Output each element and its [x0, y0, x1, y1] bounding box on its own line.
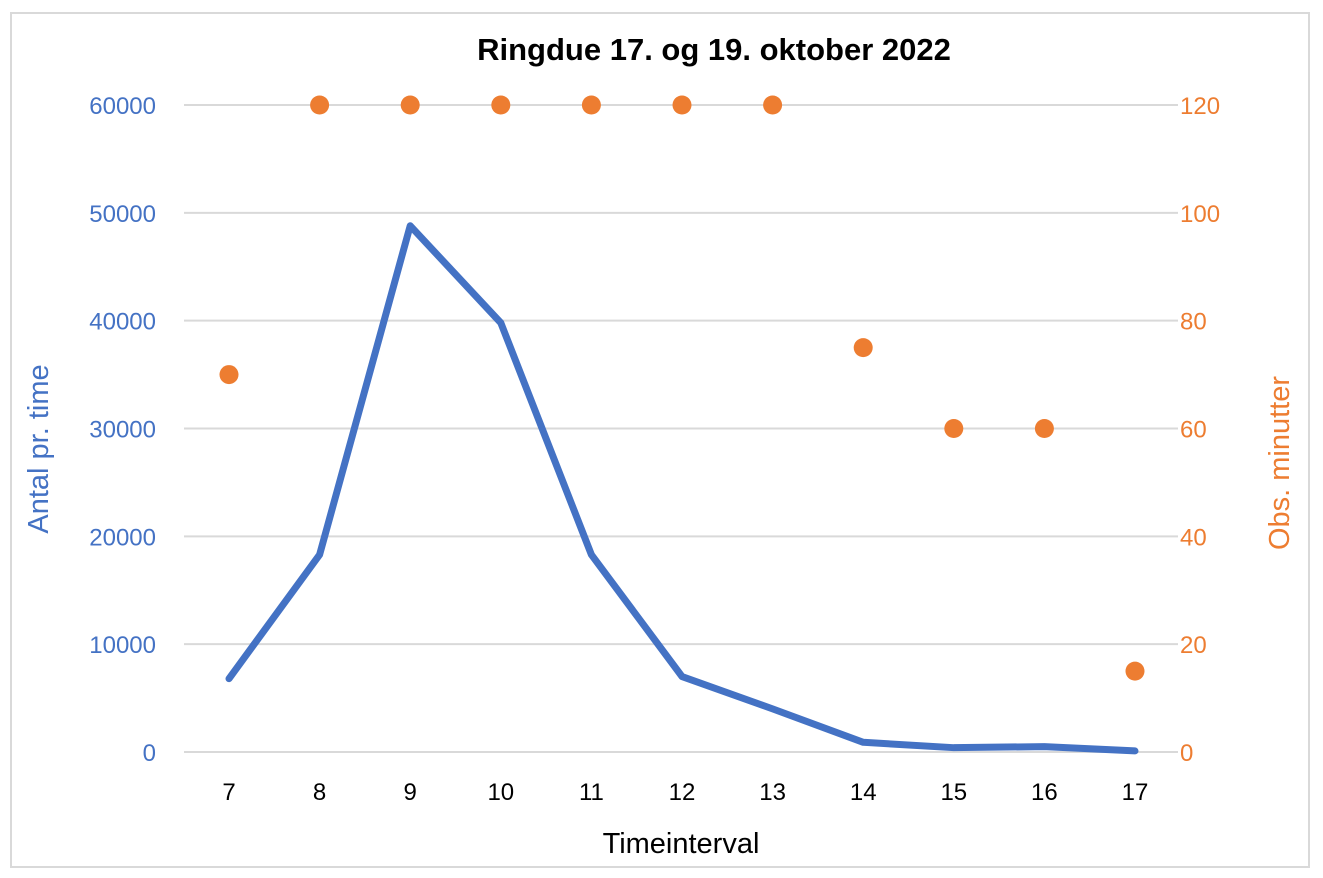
x-tick-label: 14	[850, 779, 877, 806]
data-point	[944, 419, 964, 438]
data-point	[400, 95, 420, 115]
data-point	[853, 338, 873, 358]
data-point	[310, 95, 330, 115]
chart-frame	[10, 12, 1310, 868]
data-point	[672, 95, 692, 115]
x-tick-label: 15	[940, 779, 967, 806]
data-point	[581, 95, 601, 115]
y-tick-label: 40000	[89, 309, 156, 336]
y2-tick-label: 100	[1180, 201, 1220, 228]
y2-tick-label: 80	[1180, 309, 1207, 336]
x-axis-ticks: 7 8 9 10 11 12 13 14 15 16 17	[222, 779, 1148, 806]
x-tick-label: 7	[222, 779, 235, 806]
y2-tick-label: 60	[1180, 417, 1207, 444]
chart-title: Ringdue 17. og 19. oktober 2022	[477, 32, 951, 67]
scatter-series	[219, 95, 1145, 681]
y-tick-label: 30000	[89, 417, 156, 444]
y-tick-label: 10000	[89, 632, 156, 659]
x-tick-label: 12	[669, 779, 696, 806]
x-tick-label: 8	[313, 779, 326, 806]
data-point	[1034, 419, 1054, 438]
line-series	[225, 222, 1139, 755]
left-axis-ticks: 0 10000 20000 30000 40000 50000 60000	[89, 93, 156, 767]
y2-tick-label: 40	[1180, 524, 1207, 551]
series-line	[225, 222, 1139, 755]
x-axis-title: Timeinterval	[603, 828, 760, 860]
y-tick-label: 60000	[89, 93, 156, 120]
data-point	[1125, 661, 1145, 681]
x-tick-label: 16	[1031, 779, 1058, 806]
data-point	[219, 365, 239, 385]
y2-tick-label: 120	[1180, 93, 1220, 120]
y2-axis-title: Obs. minutter	[1264, 376, 1296, 550]
gridlines	[184, 104, 1178, 753]
data-point	[763, 95, 783, 115]
x-tick-label: 10	[487, 779, 514, 806]
y2-tick-label: 0	[1180, 740, 1193, 767]
y-tick-label: 20000	[89, 524, 156, 551]
y-tick-label: 0	[143, 740, 156, 767]
y-axis-title: Antal pr. time	[23, 364, 55, 533]
x-tick-label: 13	[759, 779, 786, 806]
x-tick-label: 11	[579, 779, 604, 806]
y-tick-label: 50000	[89, 201, 156, 228]
x-tick-label: 17	[1122, 779, 1149, 806]
y2-tick-label: 20	[1180, 632, 1207, 659]
x-tick-label: 9	[404, 779, 417, 806]
right-axis-ticks: 0 20 40 60 80 100 120	[1180, 93, 1220, 767]
data-point	[491, 95, 511, 115]
